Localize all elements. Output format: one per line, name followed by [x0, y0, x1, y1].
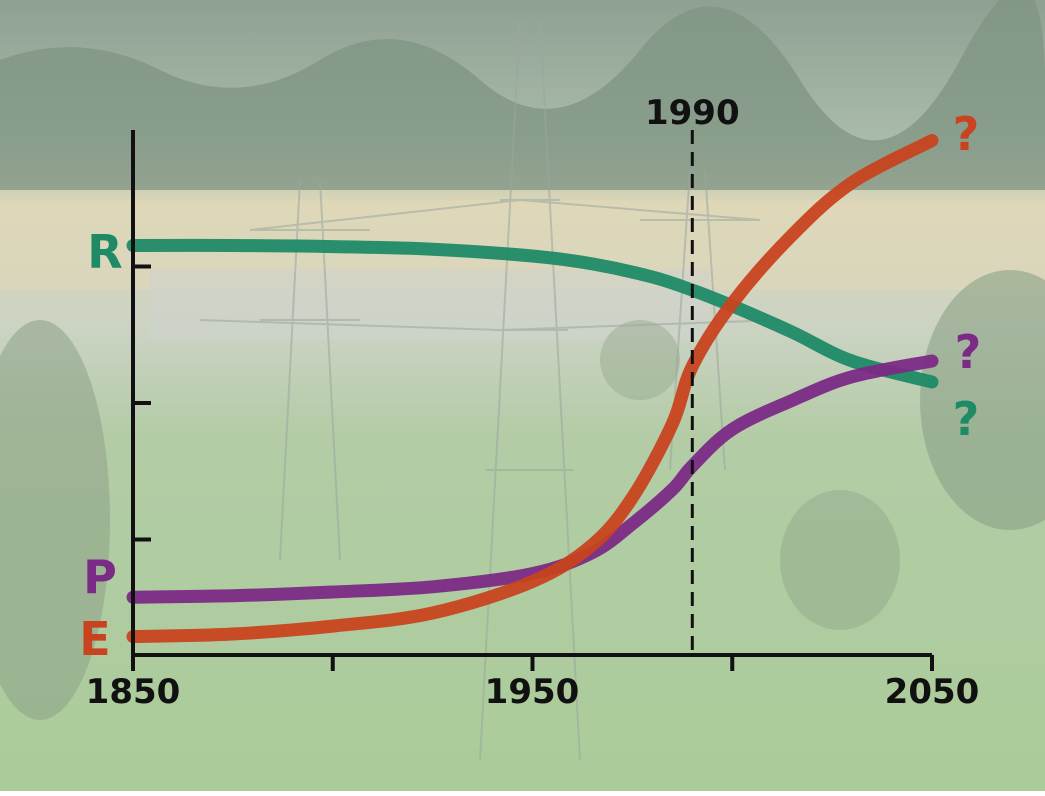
x-tick-label-1850: 1850: [86, 672, 181, 712]
series-label-e: E: [79, 612, 110, 666]
series-label-r: R: [87, 225, 122, 279]
series-line-p: [126, 354, 939, 604]
series-line-r: [126, 238, 939, 389]
series-end-marker-e: ?: [953, 107, 980, 161]
reference-line-label: 1990: [645, 93, 740, 133]
series-labels: R? P? E?: [79, 107, 981, 666]
plot-area: 1990 1850 1950 2050 R? P? E?: [79, 93, 981, 712]
x-tick-label-1950: 1950: [485, 672, 580, 712]
series-label-p: P: [83, 550, 117, 604]
series-line-e: [126, 134, 939, 644]
series-lines: [126, 134, 939, 644]
series-end-marker-r: ?: [953, 392, 980, 446]
series-end-marker-p: ?: [955, 325, 982, 379]
x-tick-label-2050: 2050: [885, 672, 980, 712]
y-axis-ticks: [133, 264, 151, 542]
x-axis-minor-ticks: [131, 655, 934, 671]
